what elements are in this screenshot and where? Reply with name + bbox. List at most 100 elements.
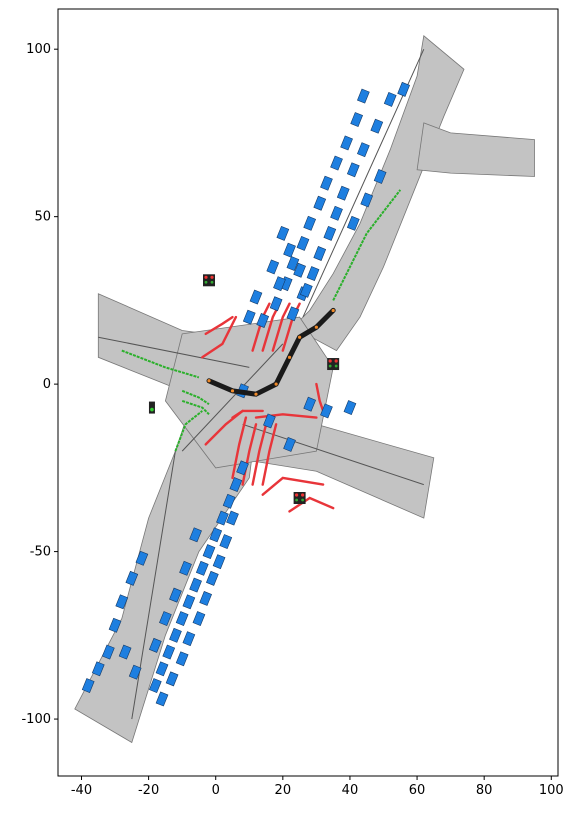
vehicle	[199, 591, 212, 606]
traffic-light-lamp	[334, 364, 338, 368]
traffic-light-housing	[293, 492, 306, 505]
x-tick: 0	[212, 776, 220, 798]
vehicle	[182, 631, 196, 647]
vehicle	[256, 313, 270, 328]
traffic-light-housing	[148, 401, 155, 414]
vehicle	[299, 282, 313, 298]
traffic-light-lamp	[204, 280, 208, 284]
vehicle	[169, 627, 182, 643]
vehicle	[370, 118, 384, 134]
red-lane-path	[204, 409, 244, 446]
green-lane-path	[332, 189, 402, 301]
red-lane-path	[201, 315, 238, 359]
traffic-light-lamp	[295, 493, 299, 497]
vehicle	[340, 135, 353, 151]
vehicle	[313, 246, 327, 261]
traffic-light-lamp	[210, 275, 214, 279]
vehicle	[249, 289, 263, 305]
vehicle	[269, 296, 283, 312]
y-tick-label: 0	[43, 377, 51, 392]
vehicle	[101, 644, 115, 660]
traffic-light-lamp	[301, 493, 305, 497]
y-tick-label: 100	[26, 42, 51, 57]
x-tick-label: 40	[342, 783, 359, 798]
vehicle	[286, 256, 300, 272]
vehicle	[148, 637, 162, 653]
green-lane-path	[181, 389, 210, 406]
vehicle	[357, 142, 370, 158]
vehicle	[313, 195, 327, 211]
vehicle	[303, 215, 317, 231]
vehicle	[189, 527, 202, 543]
x-tick: 20	[275, 776, 292, 798]
red-lane-path	[315, 382, 325, 413]
vehicle	[346, 162, 360, 178]
red-lane-path	[204, 315, 234, 336]
traffic-light-lamp	[328, 364, 332, 368]
x-axis: -40 -20 0 20 40 60 80 100	[71, 776, 564, 798]
vehicle	[350, 112, 364, 127]
ego-waypoint	[314, 325, 318, 329]
x-tick-label: -20	[138, 783, 159, 798]
y-tick: -50	[30, 545, 58, 560]
vehicle	[222, 493, 236, 509]
vehicle	[357, 88, 370, 104]
ego-waypoint	[298, 335, 302, 339]
traffic-light-lamp	[334, 359, 338, 363]
lane-divider	[98, 336, 250, 368]
vehicle	[155, 691, 169, 707]
vehicle	[169, 587, 182, 603]
vehicle	[216, 510, 229, 526]
vehicle	[175, 651, 189, 667]
vehicle	[286, 306, 300, 322]
traffic-light	[148, 401, 155, 414]
lane-divider	[131, 451, 176, 720]
vehicle	[128, 664, 142, 680]
vehicle	[306, 266, 320, 282]
ego-waypoint	[230, 389, 235, 393]
vehicle	[202, 544, 216, 560]
y-tick-label: 50	[34, 210, 51, 225]
vehicle	[192, 611, 206, 627]
x-tick-label: 80	[476, 783, 493, 798]
vehicle	[159, 611, 172, 627]
vehicle	[118, 644, 132, 660]
vehicle	[91, 661, 105, 677]
traffic-light	[293, 492, 306, 505]
y-axis: -100 -50 0 50 100	[21, 42, 58, 727]
traffic-light-housing	[203, 274, 216, 287]
plot-layer	[74, 35, 535, 744]
green-lane-path	[121, 349, 200, 379]
vehicle	[303, 396, 317, 412]
vehicle	[189, 577, 202, 593]
vehicle	[165, 671, 179, 687]
ego-waypoint	[274, 382, 278, 386]
traffic-light-lamp	[295, 498, 299, 502]
vehicle	[108, 617, 122, 633]
y-tick: 50	[34, 210, 58, 225]
vehicle	[179, 560, 192, 576]
road-ne-spur	[416, 122, 535, 177]
x-tick-label: 20	[275, 783, 292, 798]
vehicle	[236, 460, 249, 476]
x-tick: 60	[409, 776, 425, 798]
traffic-light-lamp	[301, 498, 305, 502]
green-lane-path	[174, 410, 203, 452]
vehicle	[283, 242, 296, 258]
vehicle	[330, 205, 343, 221]
plot-frame	[57, 8, 559, 777]
vehicle	[293, 262, 306, 278]
vehicle	[125, 570, 139, 586]
vehicle	[346, 215, 360, 231]
y-tick: 0	[43, 377, 58, 392]
traffic-light-lamp	[210, 280, 214, 284]
vehicle	[155, 661, 169, 677]
vehicle	[266, 259, 280, 275]
vehicle	[229, 477, 243, 493]
traffic-light	[327, 358, 340, 371]
vehicle	[323, 225, 337, 241]
red-lane-path	[288, 496, 335, 513]
vehicle	[209, 527, 223, 543]
vehicle	[206, 570, 219, 586]
